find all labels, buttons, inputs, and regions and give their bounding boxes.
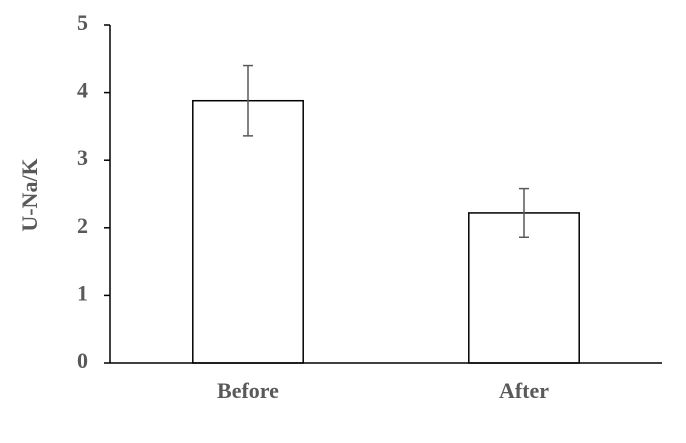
y-tick-label: 1: [77, 280, 88, 305]
y-tick-label: 3: [77, 145, 88, 170]
y-axis-label: U-Na/K: [17, 158, 42, 231]
x-tick-label: Before: [217, 378, 279, 403]
x-tick-label: After: [499, 378, 549, 403]
bar: [192, 99, 304, 364]
error-bar: [243, 64, 253, 137]
error-bar: [519, 187, 529, 239]
y-tick-label: 4: [77, 78, 88, 103]
y-tick-label: 5: [77, 10, 88, 35]
y-tick-label: 0: [77, 348, 88, 373]
y-tick-label: 2: [77, 213, 88, 238]
